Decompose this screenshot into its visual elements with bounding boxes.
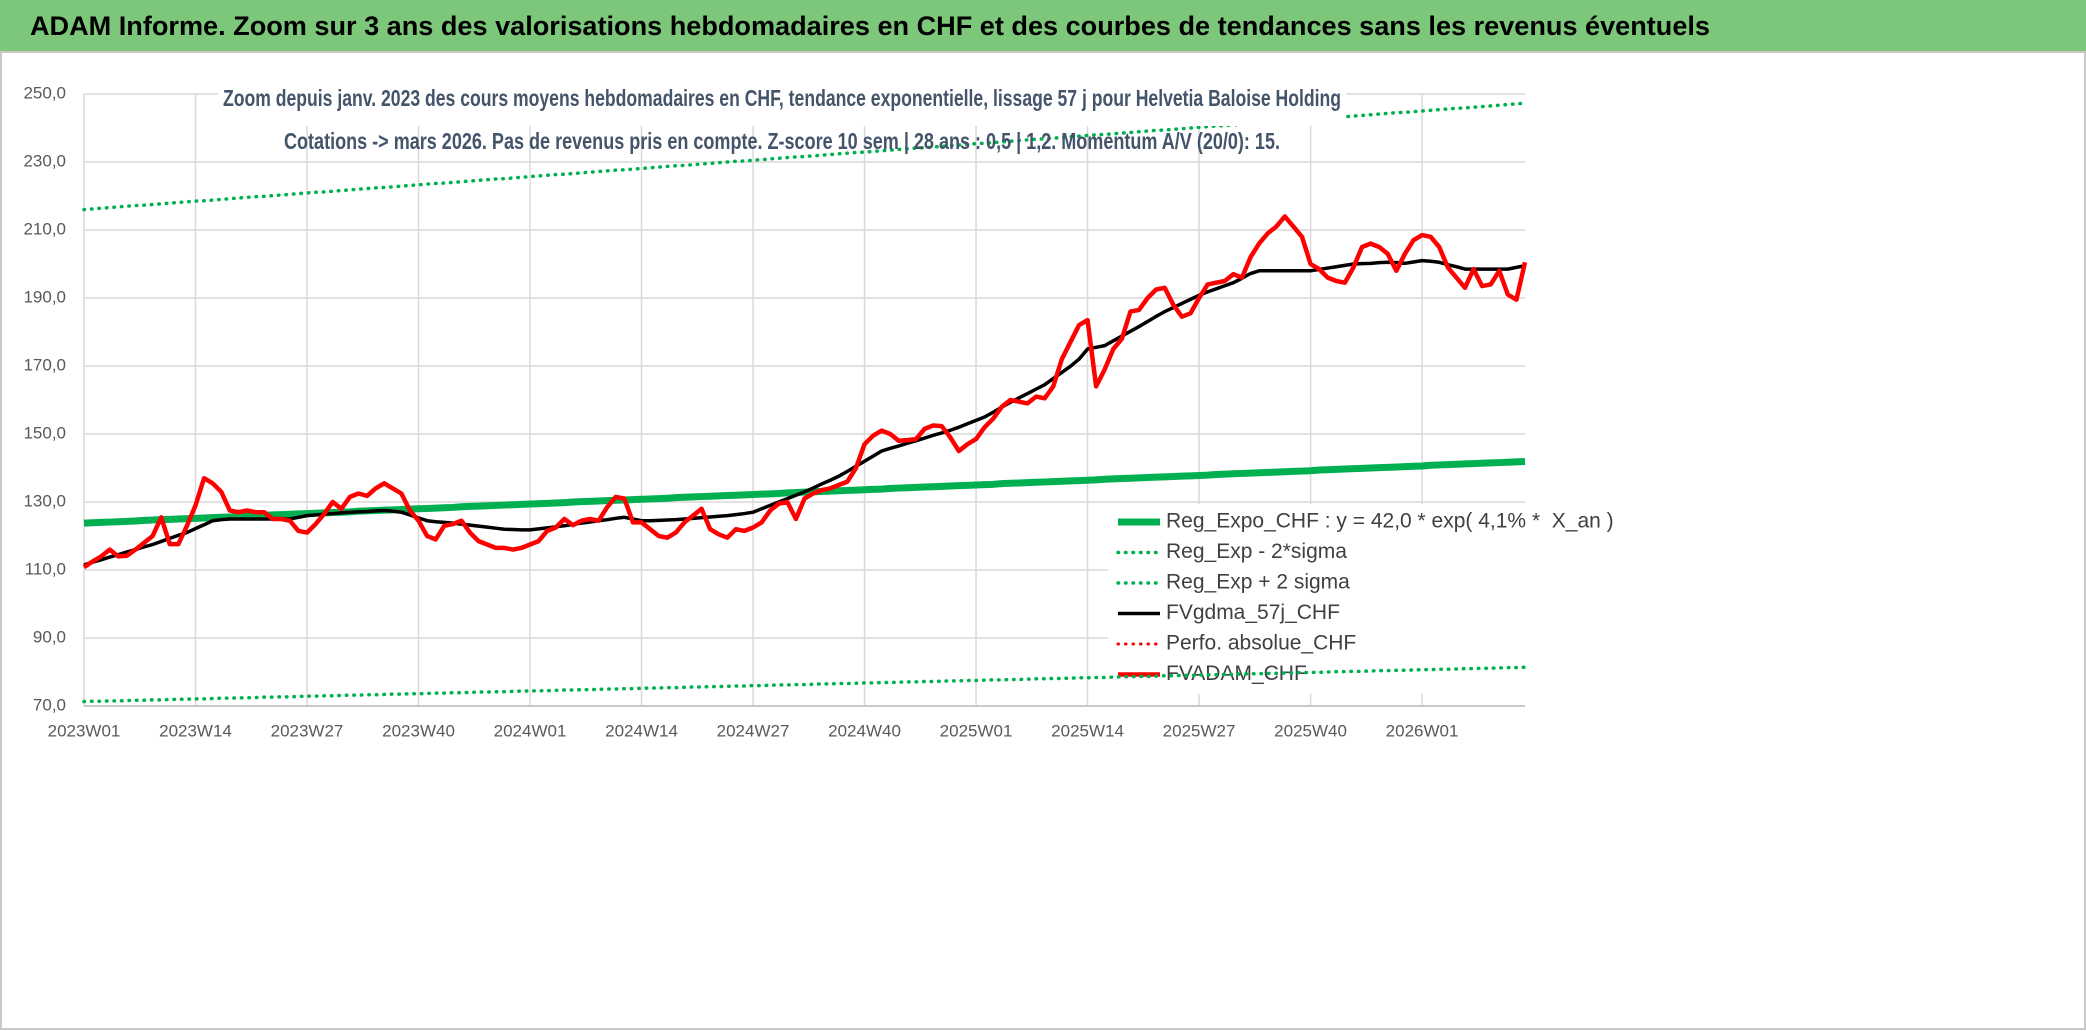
y-tick-label: 90,0 <box>33 627 66 646</box>
y-tick-label: 70,0 <box>33 695 66 714</box>
frame <box>0 51 2086 1030</box>
y-tick-label: 130,0 <box>23 491 66 510</box>
x-tick-label: 2023W14 <box>159 721 232 740</box>
x-tick-label: 2025W14 <box>1051 721 1124 740</box>
x-tick-label: 2023W27 <box>271 721 344 740</box>
x-tick-label: 2023W40 <box>382 721 455 740</box>
header-bar <box>0 0 2086 52</box>
series-line <box>82 101 1527 212</box>
x-tick-label: 2025W27 <box>1163 721 1236 740</box>
y-tick-label: 190,0 <box>23 287 66 306</box>
y-tick-label: 170,0 <box>23 355 66 374</box>
x-tick-label: 2024W27 <box>717 721 790 740</box>
y-tick-label: 230,0 <box>23 151 66 170</box>
legend-label: FVADAM_CHF <box>1166 662 1307 685</box>
x-tick-label: 2025W40 <box>1274 721 1347 740</box>
legend-label: Perfo. absolue_CHF <box>1166 632 1356 655</box>
legend-box <box>1108 504 1528 694</box>
legend-label: Reg_Expo_CHF : y = 42,0 * exp( 4,1% * X_… <box>1166 510 1614 533</box>
y-tick-label: 110,0 <box>25 559 66 578</box>
legend: Reg_Expo_CHF : y = 42,0 * exp( 4,1% * X_… <box>1108 504 1614 694</box>
legend-label: Reg_Exp + 2 sigma <box>1166 571 1350 594</box>
y-tick-label: 210,0 <box>23 219 66 238</box>
title-box: Zoom depuis janv. 2023 des cours moyens … <box>218 56 1346 154</box>
series-line <box>82 665 1527 704</box>
x-tick-label: 2024W40 <box>828 721 901 740</box>
series <box>82 101 1528 704</box>
series-line <box>82 214 1528 570</box>
y-tick-label: 150,0 <box>23 423 66 442</box>
x-tick-label: 2024W14 <box>605 721 678 740</box>
legend-label: FVgdma_57j_CHF <box>1166 601 1340 624</box>
title-background <box>218 56 1346 126</box>
chart-subtitle: Cotations -> mars 2026. Pas de revenus p… <box>284 128 1280 154</box>
x-tick-label: 2025W01 <box>940 721 1013 740</box>
header-title: ADAM Informe. Zoom sur 3 ans des valoris… <box>30 11 1710 41</box>
x-tick-label: 2024W01 <box>494 721 567 740</box>
x-tick-label: 2026W01 <box>1386 721 1459 740</box>
chart-title: Zoom depuis janv. 2023 des cours moyens … <box>223 85 1341 111</box>
y-tick-label: 250,0 <box>23 83 66 102</box>
x-tick-label: 2023W01 <box>48 721 121 740</box>
legend-label: Reg_Exp - 2*sigma <box>1166 540 1347 563</box>
